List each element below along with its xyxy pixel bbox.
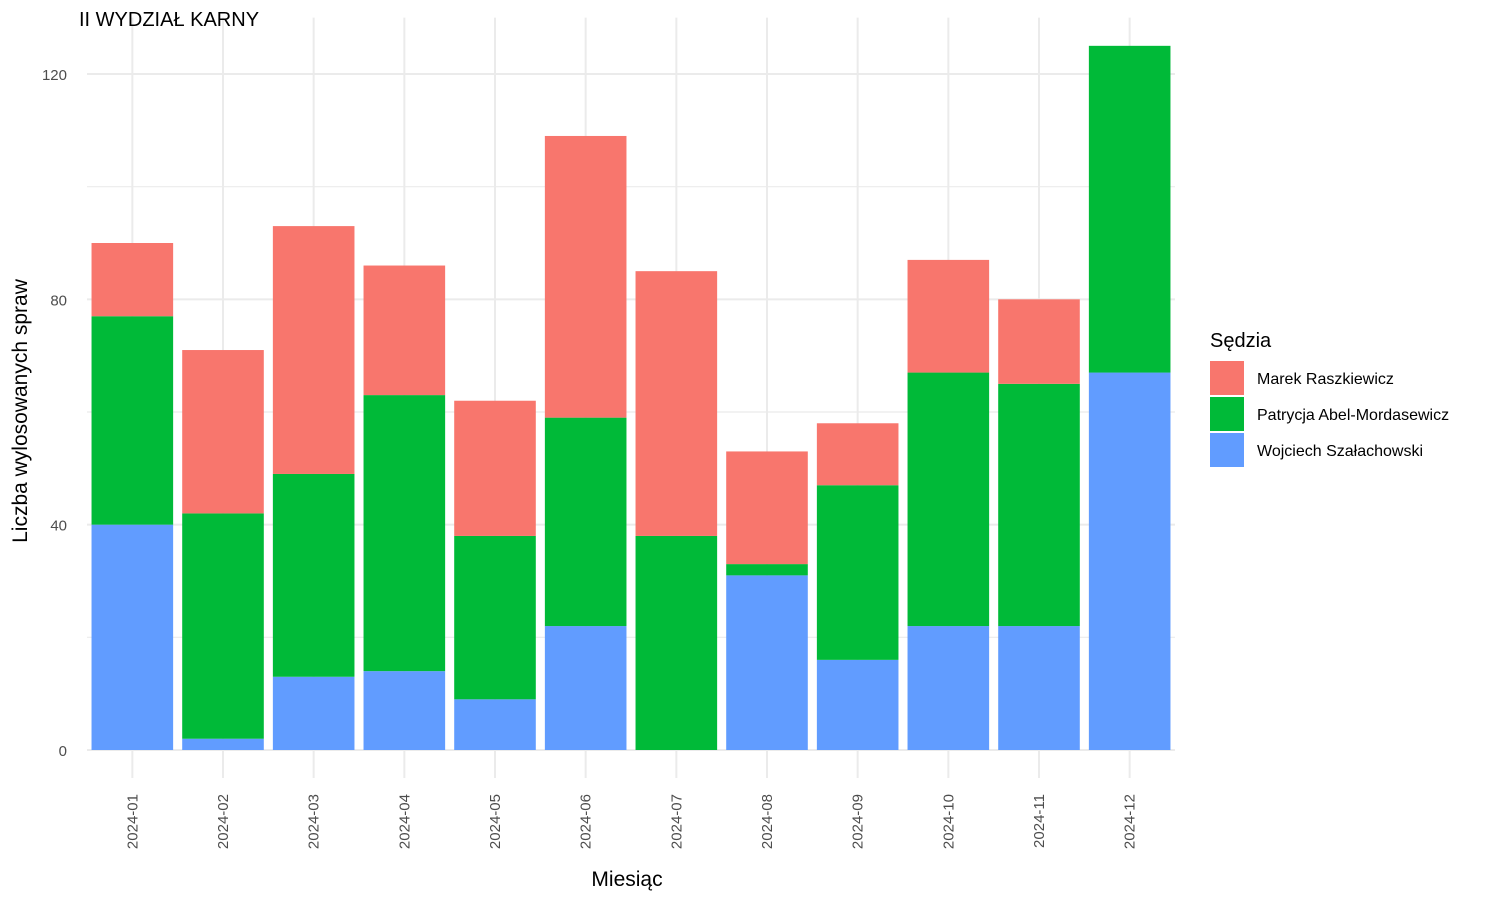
x-tick-label: 2024-04 (396, 794, 413, 849)
legend-title: Sędzia (1210, 330, 1272, 352)
bar-segment-2024-09 (816, 423, 899, 486)
bar-segment-2024-02 (182, 513, 264, 739)
x-tick-label: 2024-05 (487, 794, 504, 849)
bar-segment-2024-05 (454, 535, 536, 700)
x-tick-label: 2024-09 (850, 794, 867, 849)
legend-key (1210, 433, 1244, 467)
bar-segment-2024-02 (182, 738, 264, 750)
bar-segment-2024-06 (544, 626, 627, 750)
bar-segment-2024-01 (91, 524, 174, 750)
y-tick-label: 80 (50, 292, 67, 309)
bar-segment-2024-02 (182, 350, 264, 514)
bar-segment-2024-09 (816, 485, 899, 660)
legend-label: Wojciech Szałachowski (1257, 443, 1423, 460)
x-tick-label: 2024-07 (668, 794, 685, 849)
x-tick-label: 2024-10 (940, 794, 957, 849)
bar-segment-2024-03 (272, 676, 355, 750)
x-tick-label: 2024-06 (578, 794, 595, 849)
bar-segment-2024-03 (272, 226, 355, 474)
legend: Sędzia Marek Raszkiewicz Patrycja Abel-Mo… (1210, 330, 1449, 467)
x-tick-label: 2024-12 (1122, 794, 1139, 849)
bar-segment-2024-06 (544, 135, 627, 418)
bar-segment-2024-08 (726, 564, 808, 576)
bar-segment-2024-10 (907, 259, 990, 373)
bar-segment-2024-04 (363, 395, 446, 672)
bars (91, 45, 1171, 750)
y-tick-label: 40 (50, 518, 67, 535)
bar-segment-2024-06 (544, 417, 627, 627)
bar-segment-2024-11 (998, 626, 1080, 750)
bar-segment-2024-01 (91, 316, 174, 525)
y-tick-label: 120 (42, 67, 67, 84)
bar-segment-2024-08 (726, 575, 808, 750)
x-tick-label: 2024-02 (215, 794, 232, 849)
legend-items: Marek Raszkiewicz Patrycja Abel-Mordasewi… (1210, 361, 1449, 467)
bar-segment-2024-01 (91, 243, 174, 317)
x-tick-label: 2024-01 (124, 794, 141, 849)
bar-segment-2024-10 (907, 626, 990, 750)
y-axis-ticks: 0 40 80 120 (42, 67, 67, 760)
legend-label: Patrycja Abel-Mordasewicz (1257, 407, 1449, 424)
x-axis-ticks: 2024-01 2024-02 2024-03 2024-04 2024-05 2024-… (124, 794, 1138, 849)
x-tick-label: 2024-03 (306, 794, 323, 849)
y-tick-label: 0 (59, 743, 67, 760)
legend-key (1210, 361, 1244, 395)
bar-segment-2024-10 (907, 372, 990, 627)
legend-label: Marek Raszkiewicz (1257, 371, 1394, 388)
bar-segment-2024-03 (272, 473, 355, 677)
bar-segment-2024-09 (816, 659, 899, 750)
x-tick-label: 2024-08 (759, 794, 776, 849)
x-tick-label: 2024-11 (1031, 794, 1048, 848)
bar-segment-2024-04 (363, 265, 446, 396)
bar-segment-2024-04 (363, 671, 446, 750)
bar-segment-2024-12 (1088, 372, 1171, 750)
x-axis-title: Miesiąc (591, 868, 662, 891)
bar-segment-2024-07 (635, 535, 718, 750)
bar-segment-2024-08 (726, 451, 808, 565)
bar-segment-2024-07 (635, 271, 718, 536)
bar-segment-2024-05 (454, 400, 536, 536)
bar-segment-2024-12 (1088, 45, 1171, 373)
bar-segment-2024-11 (998, 299, 1080, 384)
y-axis-title: Liczba wylosowanych spraw (9, 278, 32, 543)
bar-segment-2024-05 (454, 699, 536, 750)
chart-title: II WYDZIAŁ KARNY (79, 9, 259, 31)
legend-key (1210, 397, 1244, 431)
bar-segment-2024-11 (998, 383, 1080, 627)
